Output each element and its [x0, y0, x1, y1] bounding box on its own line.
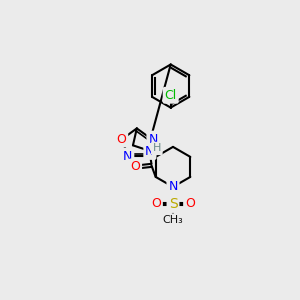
Text: O: O — [185, 197, 195, 210]
Text: N: N — [168, 180, 178, 194]
Text: Cl: Cl — [165, 89, 177, 102]
Text: N: N — [148, 133, 158, 146]
Text: N: N — [123, 150, 132, 163]
Text: N: N — [145, 145, 154, 158]
Text: O: O — [116, 133, 126, 146]
Text: S: S — [169, 197, 177, 211]
Text: O: O — [151, 197, 161, 210]
Text: CH₃: CH₃ — [163, 215, 183, 225]
Text: H: H — [153, 143, 161, 153]
Text: O: O — [130, 160, 140, 173]
